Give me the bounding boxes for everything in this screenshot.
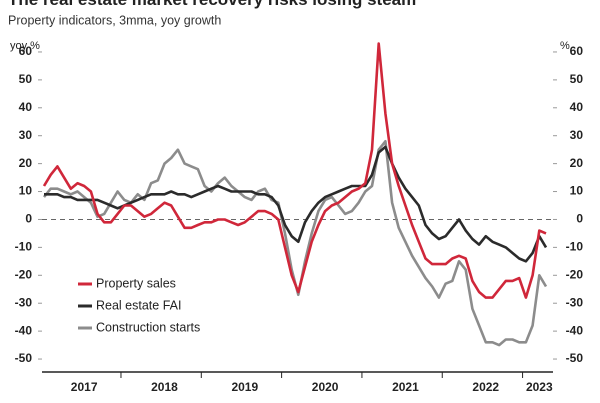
y-tick-label: 30	[19, 128, 33, 142]
y2-tick-label: 0	[576, 212, 583, 226]
y2-tick-label: 10	[570, 184, 584, 198]
x-tick-label: 2023	[526, 380, 553, 394]
y-tick-label: -30	[15, 295, 33, 309]
y2-tick-label: 30	[570, 128, 584, 142]
y2-tick-label: 40	[570, 100, 584, 114]
series-line	[42, 140, 548, 347]
y2-axis-label: %	[560, 40, 570, 52]
x-tick-label: 2019	[231, 380, 258, 394]
legend-label: Construction starts	[96, 320, 200, 334]
legend-label: Property sales	[96, 276, 176, 290]
y-tick-label: 40	[19, 100, 33, 114]
y-tick-label: -20	[15, 267, 33, 281]
x-tick-label: 2020	[312, 380, 339, 394]
chart-title: The real estate market recovery risks lo…	[8, 0, 416, 9]
x-tick-label: 2018	[151, 380, 178, 394]
chart-subtitle: Property indicators, 3mma, yoy growth	[8, 13, 221, 27]
y2-tick-label: 50	[570, 72, 584, 86]
y-axis-label: yoy %	[10, 40, 40, 52]
x-tick-label: 2021	[392, 380, 419, 394]
x-tick-label: 2022	[472, 380, 499, 394]
series-line	[44, 145, 548, 263]
y2-tick-label: 60	[570, 44, 584, 58]
y-tick-label: 0	[25, 212, 32, 226]
y-tick-label: 60	[19, 44, 33, 58]
y-tick-label: -10	[15, 240, 33, 254]
y-tick-label: 50	[19, 72, 33, 86]
y-tick-label: -50	[15, 351, 33, 365]
y2-tick-label: -30	[566, 295, 584, 309]
y2-tick-label: -40	[566, 323, 584, 337]
y-tick-label: 10	[19, 184, 33, 198]
y2-tick-label: 20	[570, 156, 584, 170]
y2-tick-label: -20	[566, 267, 584, 281]
legend-label: Real estate FAI	[96, 298, 181, 312]
y2-tick-label: -50	[566, 351, 584, 365]
y2-tick-label: -10	[566, 240, 584, 254]
series-line	[42, 42, 547, 299]
y-tick-label: -40	[15, 323, 33, 337]
y-tick-label: 20	[19, 156, 33, 170]
x-tick-label: 2017	[71, 380, 98, 394]
